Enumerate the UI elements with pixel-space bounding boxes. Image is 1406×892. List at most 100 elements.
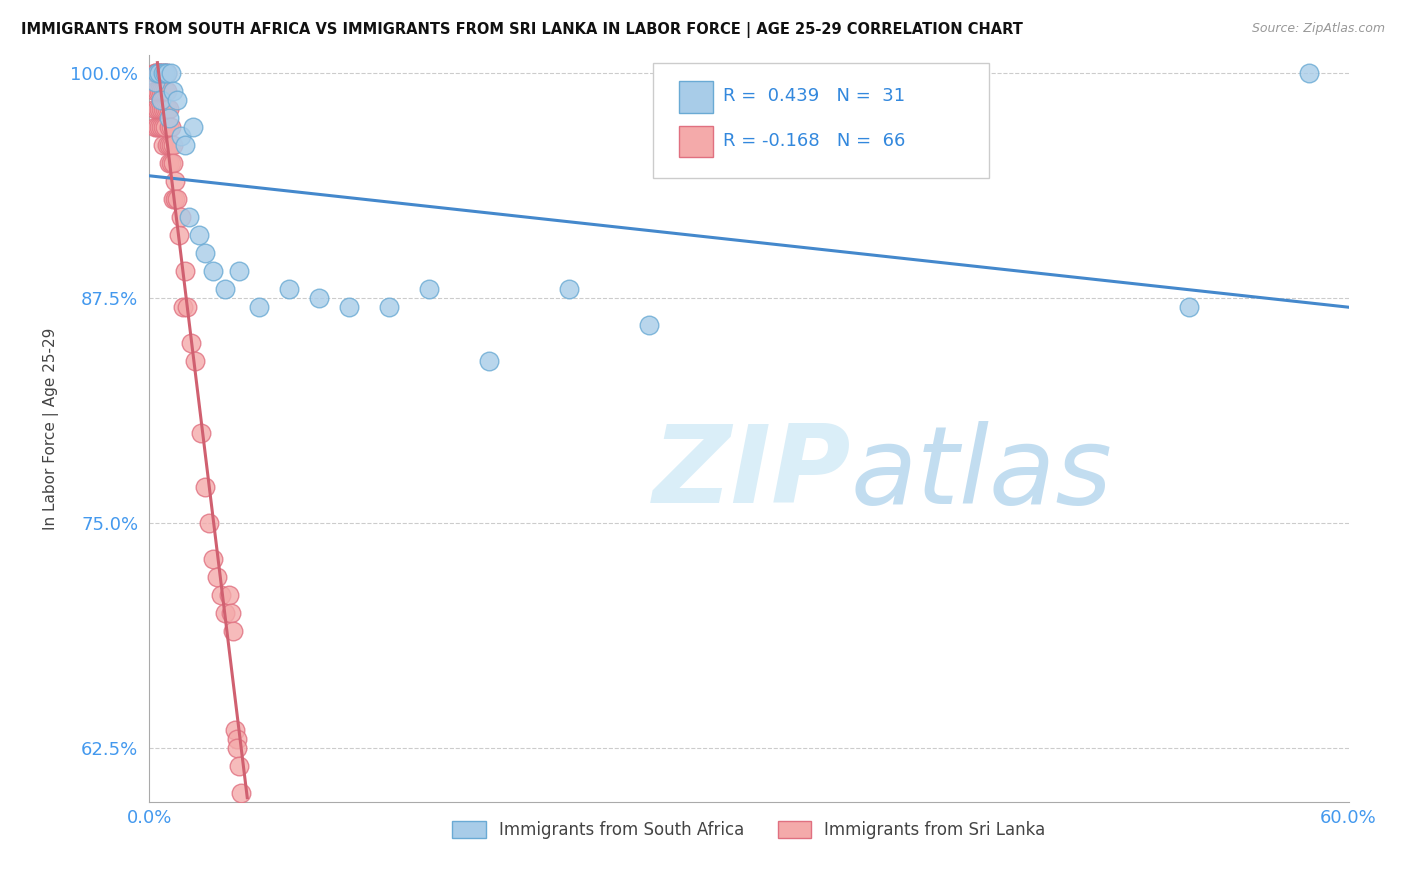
Point bbox=[152, 84, 174, 98]
Point bbox=[156, 66, 179, 80]
Point bbox=[148, 66, 170, 80]
Point bbox=[231, 786, 253, 800]
Point bbox=[218, 588, 240, 602]
Point bbox=[247, 300, 270, 314]
Point bbox=[146, 66, 169, 80]
Point bbox=[156, 66, 179, 80]
Point bbox=[156, 102, 179, 116]
Point bbox=[160, 66, 183, 80]
Point bbox=[222, 624, 245, 638]
Point bbox=[155, 84, 177, 98]
Point bbox=[214, 282, 236, 296]
Legend: Immigrants from South Africa, Immigrants from Sri Lanka: Immigrants from South Africa, Immigrants… bbox=[446, 814, 1052, 846]
Point bbox=[418, 282, 440, 296]
Point bbox=[174, 138, 197, 153]
Point bbox=[181, 120, 204, 134]
Point bbox=[155, 66, 177, 80]
Point bbox=[150, 102, 173, 116]
Point bbox=[188, 227, 211, 242]
Point bbox=[162, 84, 184, 98]
Point bbox=[146, 120, 169, 134]
Point bbox=[152, 66, 174, 80]
Point bbox=[214, 606, 236, 620]
Point bbox=[209, 588, 232, 602]
Point bbox=[157, 138, 180, 153]
Point bbox=[143, 66, 166, 80]
Point bbox=[160, 156, 183, 170]
Point bbox=[152, 102, 174, 116]
Point bbox=[378, 300, 401, 314]
Point bbox=[157, 120, 180, 134]
Point bbox=[162, 156, 184, 170]
Point bbox=[150, 120, 173, 134]
Point bbox=[148, 84, 170, 98]
Point bbox=[166, 192, 188, 206]
Text: ZIP: ZIP bbox=[652, 420, 852, 526]
Text: Source: ZipAtlas.com: Source: ZipAtlas.com bbox=[1251, 22, 1385, 36]
Point bbox=[221, 606, 243, 620]
Text: atlas: atlas bbox=[851, 421, 1112, 525]
Point bbox=[194, 246, 217, 260]
Point bbox=[155, 120, 177, 134]
Point bbox=[169, 227, 191, 242]
Point bbox=[180, 335, 202, 350]
Point bbox=[143, 120, 166, 134]
FancyBboxPatch shape bbox=[652, 62, 988, 178]
Text: R =  0.439   N =  31: R = 0.439 N = 31 bbox=[723, 87, 904, 105]
Point bbox=[337, 300, 360, 314]
Point bbox=[148, 120, 170, 134]
Bar bbox=[679, 81, 713, 112]
Point bbox=[170, 210, 193, 224]
Point bbox=[156, 138, 179, 153]
Point bbox=[1177, 300, 1199, 314]
Point bbox=[179, 210, 201, 224]
Point bbox=[228, 264, 250, 278]
Point bbox=[148, 66, 170, 80]
Point bbox=[226, 731, 249, 746]
Point bbox=[202, 551, 225, 566]
Point bbox=[162, 192, 184, 206]
Point bbox=[228, 758, 250, 772]
Point bbox=[638, 318, 661, 332]
Point bbox=[160, 120, 183, 134]
Point bbox=[278, 282, 301, 296]
Point bbox=[146, 102, 169, 116]
Point bbox=[162, 138, 184, 153]
Point bbox=[152, 138, 174, 153]
Point bbox=[155, 102, 177, 116]
Point bbox=[1298, 66, 1320, 80]
Point bbox=[308, 291, 330, 305]
Point bbox=[202, 264, 225, 278]
Point bbox=[184, 354, 207, 368]
Point bbox=[157, 156, 180, 170]
Point bbox=[150, 66, 173, 80]
Point bbox=[174, 264, 197, 278]
Point bbox=[198, 516, 221, 530]
Point bbox=[148, 66, 170, 80]
Point bbox=[143, 102, 166, 116]
Point bbox=[176, 300, 198, 314]
Point bbox=[143, 66, 166, 80]
Point bbox=[143, 75, 166, 89]
Text: R = -0.168   N =  66: R = -0.168 N = 66 bbox=[723, 132, 905, 150]
Point bbox=[558, 282, 581, 296]
Point bbox=[146, 66, 169, 80]
Point bbox=[224, 723, 246, 737]
Point bbox=[207, 570, 229, 584]
Y-axis label: In Labor Force | Age 25-29: In Labor Force | Age 25-29 bbox=[44, 327, 59, 530]
Point bbox=[157, 102, 180, 116]
Point bbox=[148, 102, 170, 116]
Point bbox=[160, 138, 183, 153]
Point bbox=[155, 66, 177, 80]
Point bbox=[194, 480, 217, 494]
Point bbox=[170, 129, 193, 144]
Point bbox=[166, 93, 188, 107]
Point bbox=[172, 300, 194, 314]
Point bbox=[156, 84, 179, 98]
Point bbox=[165, 174, 187, 188]
Point bbox=[146, 84, 169, 98]
Point bbox=[190, 425, 212, 440]
Point bbox=[478, 354, 501, 368]
Point bbox=[157, 111, 180, 125]
Point bbox=[150, 93, 173, 107]
